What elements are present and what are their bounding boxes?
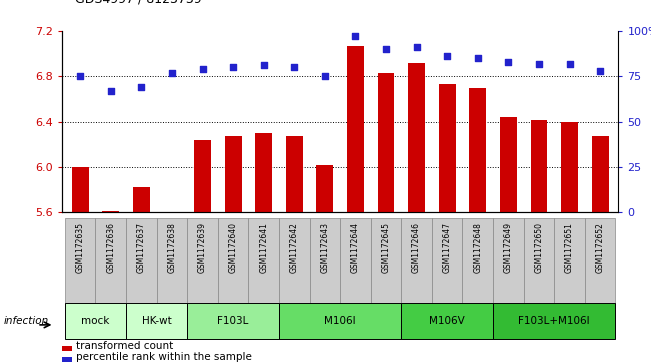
Text: GSM1172647: GSM1172647 (443, 222, 452, 273)
Bar (500, 117, 517, 212)
Text: transformed count: transformed count (76, 341, 173, 351)
Point (197, 66, 208, 72)
Bar (585, 218, 615, 305)
Text: GSM1172644: GSM1172644 (351, 222, 360, 273)
Point (289, 64, 299, 70)
Text: GSM1172652: GSM1172652 (596, 222, 605, 273)
Bar (157, 218, 187, 305)
Text: GSM1172635: GSM1172635 (76, 222, 85, 273)
Bar (126, 218, 157, 305)
Bar (462, 218, 493, 305)
Bar (255, 133, 272, 212)
Bar (72, 167, 89, 212)
Text: percentile rank within the sample: percentile rank within the sample (76, 352, 252, 362)
Bar (187, 218, 218, 305)
Bar (531, 121, 547, 212)
Text: GDS4997 / 8123739: GDS4997 / 8123739 (75, 0, 202, 5)
Text: GSM1172643: GSM1172643 (320, 222, 329, 273)
Bar (249, 218, 279, 305)
Text: GSM1172641: GSM1172641 (259, 222, 268, 273)
Bar (378, 73, 395, 212)
Point (564, 61, 575, 66)
Text: HK-wt: HK-wt (142, 316, 171, 326)
Bar (401, 218, 432, 305)
Point (534, 61, 544, 66)
Text: mock: mock (81, 316, 109, 326)
Text: GSM1172645: GSM1172645 (381, 222, 391, 273)
Text: GSM1172642: GSM1172642 (290, 222, 299, 273)
Text: GSM1172651: GSM1172651 (565, 222, 574, 273)
Bar (310, 218, 340, 305)
Point (411, 44, 422, 50)
Text: infection: infection (3, 316, 49, 326)
Text: M106V: M106V (429, 316, 465, 326)
Bar (279, 218, 310, 305)
Bar (286, 136, 303, 212)
Point (442, 53, 452, 59)
Bar (370, 218, 401, 305)
Bar (340, 218, 370, 305)
Text: GSM1172649: GSM1172649 (504, 222, 513, 273)
Text: F103L: F103L (217, 316, 249, 326)
Point (75, 73, 85, 79)
Point (503, 59, 514, 65)
Text: GSM1172648: GSM1172648 (473, 222, 482, 273)
Bar (65, 218, 96, 305)
Point (258, 62, 269, 68)
Point (105, 88, 116, 94)
Bar (523, 218, 554, 305)
Bar (133, 187, 150, 212)
Bar (194, 140, 211, 212)
Text: F103L+M106I: F103L+M106I (518, 316, 590, 326)
Bar (126, 303, 187, 339)
Bar (347, 46, 364, 212)
Point (595, 68, 605, 74)
Text: GSM1172640: GSM1172640 (229, 222, 238, 273)
Bar (432, 218, 462, 305)
Bar (102, 211, 119, 212)
Bar (225, 136, 242, 212)
Bar (62, 346, 72, 351)
Point (136, 84, 146, 90)
Text: GSM1172637: GSM1172637 (137, 222, 146, 273)
Bar (401, 303, 493, 339)
Bar (469, 87, 486, 212)
Bar (554, 218, 585, 305)
Text: GSM1172639: GSM1172639 (198, 222, 207, 273)
Bar (96, 218, 126, 305)
Bar (561, 122, 578, 212)
Text: GSM1172638: GSM1172638 (167, 222, 176, 273)
Point (473, 55, 483, 61)
Bar (439, 84, 456, 212)
Point (350, 33, 361, 39)
Text: GSM1172650: GSM1172650 (534, 222, 544, 273)
Bar (592, 136, 609, 212)
Point (167, 70, 177, 76)
Point (320, 73, 330, 79)
Bar (62, 356, 72, 362)
Bar (279, 303, 401, 339)
Text: GSM1172636: GSM1172636 (106, 222, 115, 273)
Text: GSM1172646: GSM1172646 (412, 222, 421, 273)
Bar (65, 303, 126, 339)
Text: M106I: M106I (324, 316, 356, 326)
Bar (493, 218, 523, 305)
Point (381, 46, 391, 52)
Bar (187, 303, 279, 339)
Point (228, 64, 238, 70)
Bar (316, 165, 333, 212)
Bar (493, 303, 615, 339)
Bar (408, 62, 425, 212)
Bar (218, 218, 249, 305)
